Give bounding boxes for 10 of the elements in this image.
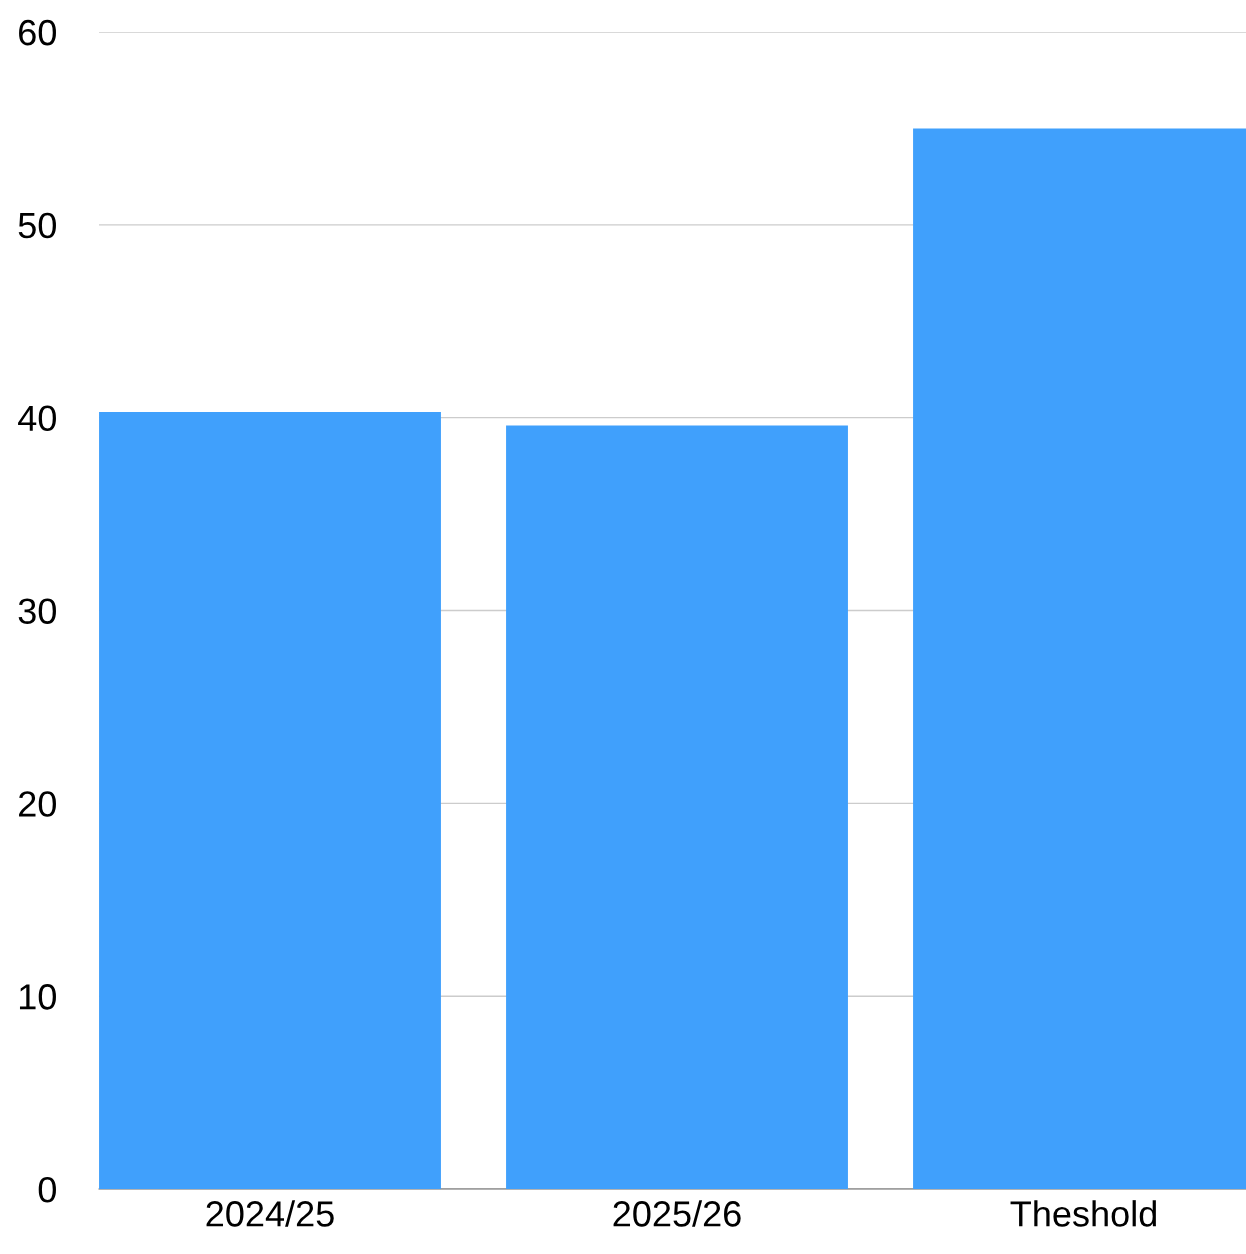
y-tick-label: 10 — [19, 984, 56, 1010]
y-tick-label: 60 — [19, 19, 56, 46]
x-tick-label: Theshold — [1010, 1200, 1156, 1227]
x-tick-label: 2025/26 — [613, 1200, 741, 1227]
y-tick-label: 0 — [38, 1176, 56, 1203]
y-tick-label: 50 — [18, 212, 56, 239]
y-tick-label: 30 — [18, 598, 56, 624]
y-tick-label: 20 — [19, 791, 56, 817]
x-tick-label: 2024/25 — [206, 1200, 334, 1227]
y-tick-label: 40 — [18, 405, 56, 432]
